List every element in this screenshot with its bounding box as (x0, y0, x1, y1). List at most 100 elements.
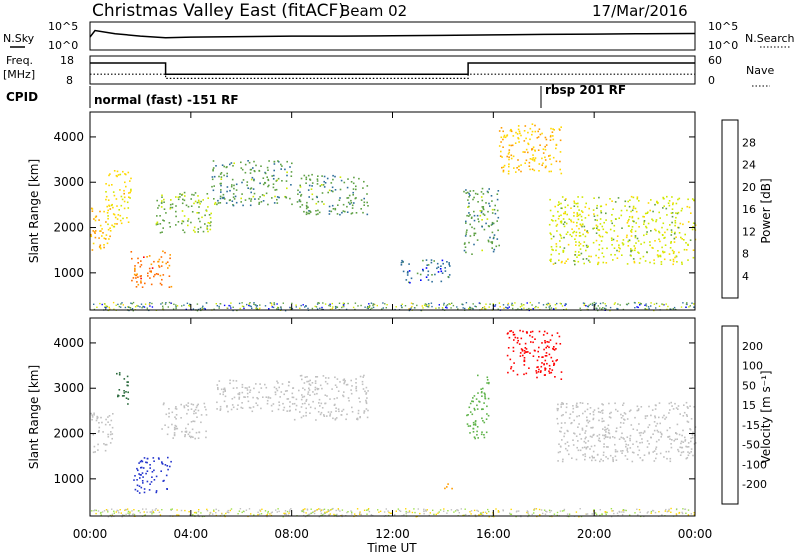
data-cell-5 (307, 189, 310, 191)
data-cell-4 (258, 201, 261, 204)
data-cell-5 (321, 175, 323, 177)
data-cell-1 (111, 184, 113, 186)
ground-scatter-cell (306, 509, 309, 511)
data-cell-8 (502, 170, 505, 173)
data-cell-5 (355, 382, 357, 384)
data-cell-3 (179, 196, 181, 198)
data-cell-5 (316, 180, 319, 182)
data-cell-4 (240, 167, 243, 169)
data-cell-1 (123, 207, 126, 210)
ground-scatter-cell (520, 303, 523, 305)
data-cell-5 (326, 177, 329, 180)
data-cell-9 (673, 251, 675, 253)
data-cell-5 (305, 182, 307, 184)
data-cell-3 (185, 430, 188, 433)
ground-scatter-cell (153, 511, 155, 514)
data-cell-4 (229, 379, 231, 382)
data-cell-4 (212, 160, 215, 162)
data-cell-2 (134, 265, 136, 267)
data-cell-7 (491, 247, 493, 249)
data-cell-1 (118, 372, 121, 374)
ground-scatter-cell (276, 303, 278, 305)
data-cell-1 (124, 173, 126, 175)
data-cell-5 (300, 406, 303, 408)
data-cell-4 (264, 383, 266, 386)
data-cell-8 (636, 405, 639, 408)
data-cell-7 (521, 350, 524, 352)
data-cell-5 (365, 402, 368, 405)
data-cell-8 (680, 440, 683, 443)
data-cell-6 (468, 406, 471, 409)
data-cell-9 (655, 219, 658, 221)
ground-scatter-cell (107, 516, 110, 518)
data-cell-9 (671, 196, 673, 198)
ground-scatter-cell (308, 513, 311, 515)
data-cell-4 (255, 164, 257, 167)
data-cell-4 (279, 396, 281, 398)
data-cell-3 (181, 210, 184, 212)
data-cell-8 (676, 433, 678, 435)
data-cell-4 (250, 187, 253, 189)
data-cell-4 (226, 190, 228, 193)
ground-scatter-cell (218, 307, 220, 309)
data-cell-7 (523, 359, 526, 361)
ground-scatter-cell (131, 308, 134, 310)
ground-scatter-cell (488, 306, 490, 308)
data-cell-5 (297, 193, 299, 195)
ground-scatter-cell (638, 509, 641, 511)
data-cell-6 (474, 424, 477, 426)
data-cell-8 (634, 416, 636, 419)
ground-scatter-cell (559, 302, 561, 305)
data-cell-9 (674, 231, 676, 234)
data-cell-0 (96, 417, 98, 420)
data-cell-9 (592, 241, 595, 244)
ground-scatter-cell (565, 308, 567, 310)
ground-scatter-cell (213, 510, 215, 512)
nsky-tick-top: 10^5 (48, 20, 78, 33)
data-cell-5 (347, 397, 350, 399)
data-cell-4 (252, 188, 255, 190)
data-cell-9 (621, 242, 624, 244)
ground-scatter-cell (186, 302, 189, 304)
data-cell-8 (602, 454, 605, 456)
data-cell-3 (162, 403, 165, 406)
data-cell-8 (651, 409, 654, 411)
data-cell-2 (136, 281, 138, 283)
data-cell-5 (331, 388, 333, 390)
data-cell-9 (649, 244, 651, 247)
data-cell-5 (363, 204, 365, 206)
ground-scatter-cell (196, 310, 199, 312)
data-cell-8 (687, 451, 689, 453)
colorbar-tick-label: 20 (742, 181, 756, 194)
data-cell-9 (673, 241, 676, 243)
ground-scatter-cell (195, 512, 198, 514)
data-cell-5 (349, 203, 351, 205)
data-cell-4 (249, 172, 252, 174)
data-cell-2 (155, 490, 158, 492)
ground-scatter-cell (306, 508, 309, 510)
ground-scatter-cell (267, 512, 269, 514)
data-cell-8 (652, 451, 654, 453)
data-cell-8 (527, 143, 530, 146)
data-cell-9 (552, 235, 555, 238)
data-cell-7 (538, 330, 541, 333)
data-cell-9 (574, 238, 576, 240)
data-cell-5 (313, 393, 316, 396)
data-cell-7 (525, 351, 527, 353)
data-cell-9 (576, 256, 578, 258)
data-cell-4 (219, 408, 222, 410)
data-cell-6 (481, 408, 484, 410)
data-cell-7 (548, 372, 551, 374)
data-cell-6 (427, 279, 430, 281)
data-cell-9 (583, 241, 586, 243)
ground-scatter-cell (347, 302, 349, 305)
ground-scatter-cell (667, 305, 669, 308)
data-cell-4 (268, 160, 270, 162)
data-cell-5 (355, 188, 357, 191)
data-cell-9 (574, 250, 577, 253)
data-cell-2 (155, 273, 158, 275)
data-cell-2 (160, 284, 163, 286)
data-cell-9 (586, 231, 588, 233)
data-cell-8 (503, 164, 506, 167)
data-cell-8 (687, 407, 689, 409)
